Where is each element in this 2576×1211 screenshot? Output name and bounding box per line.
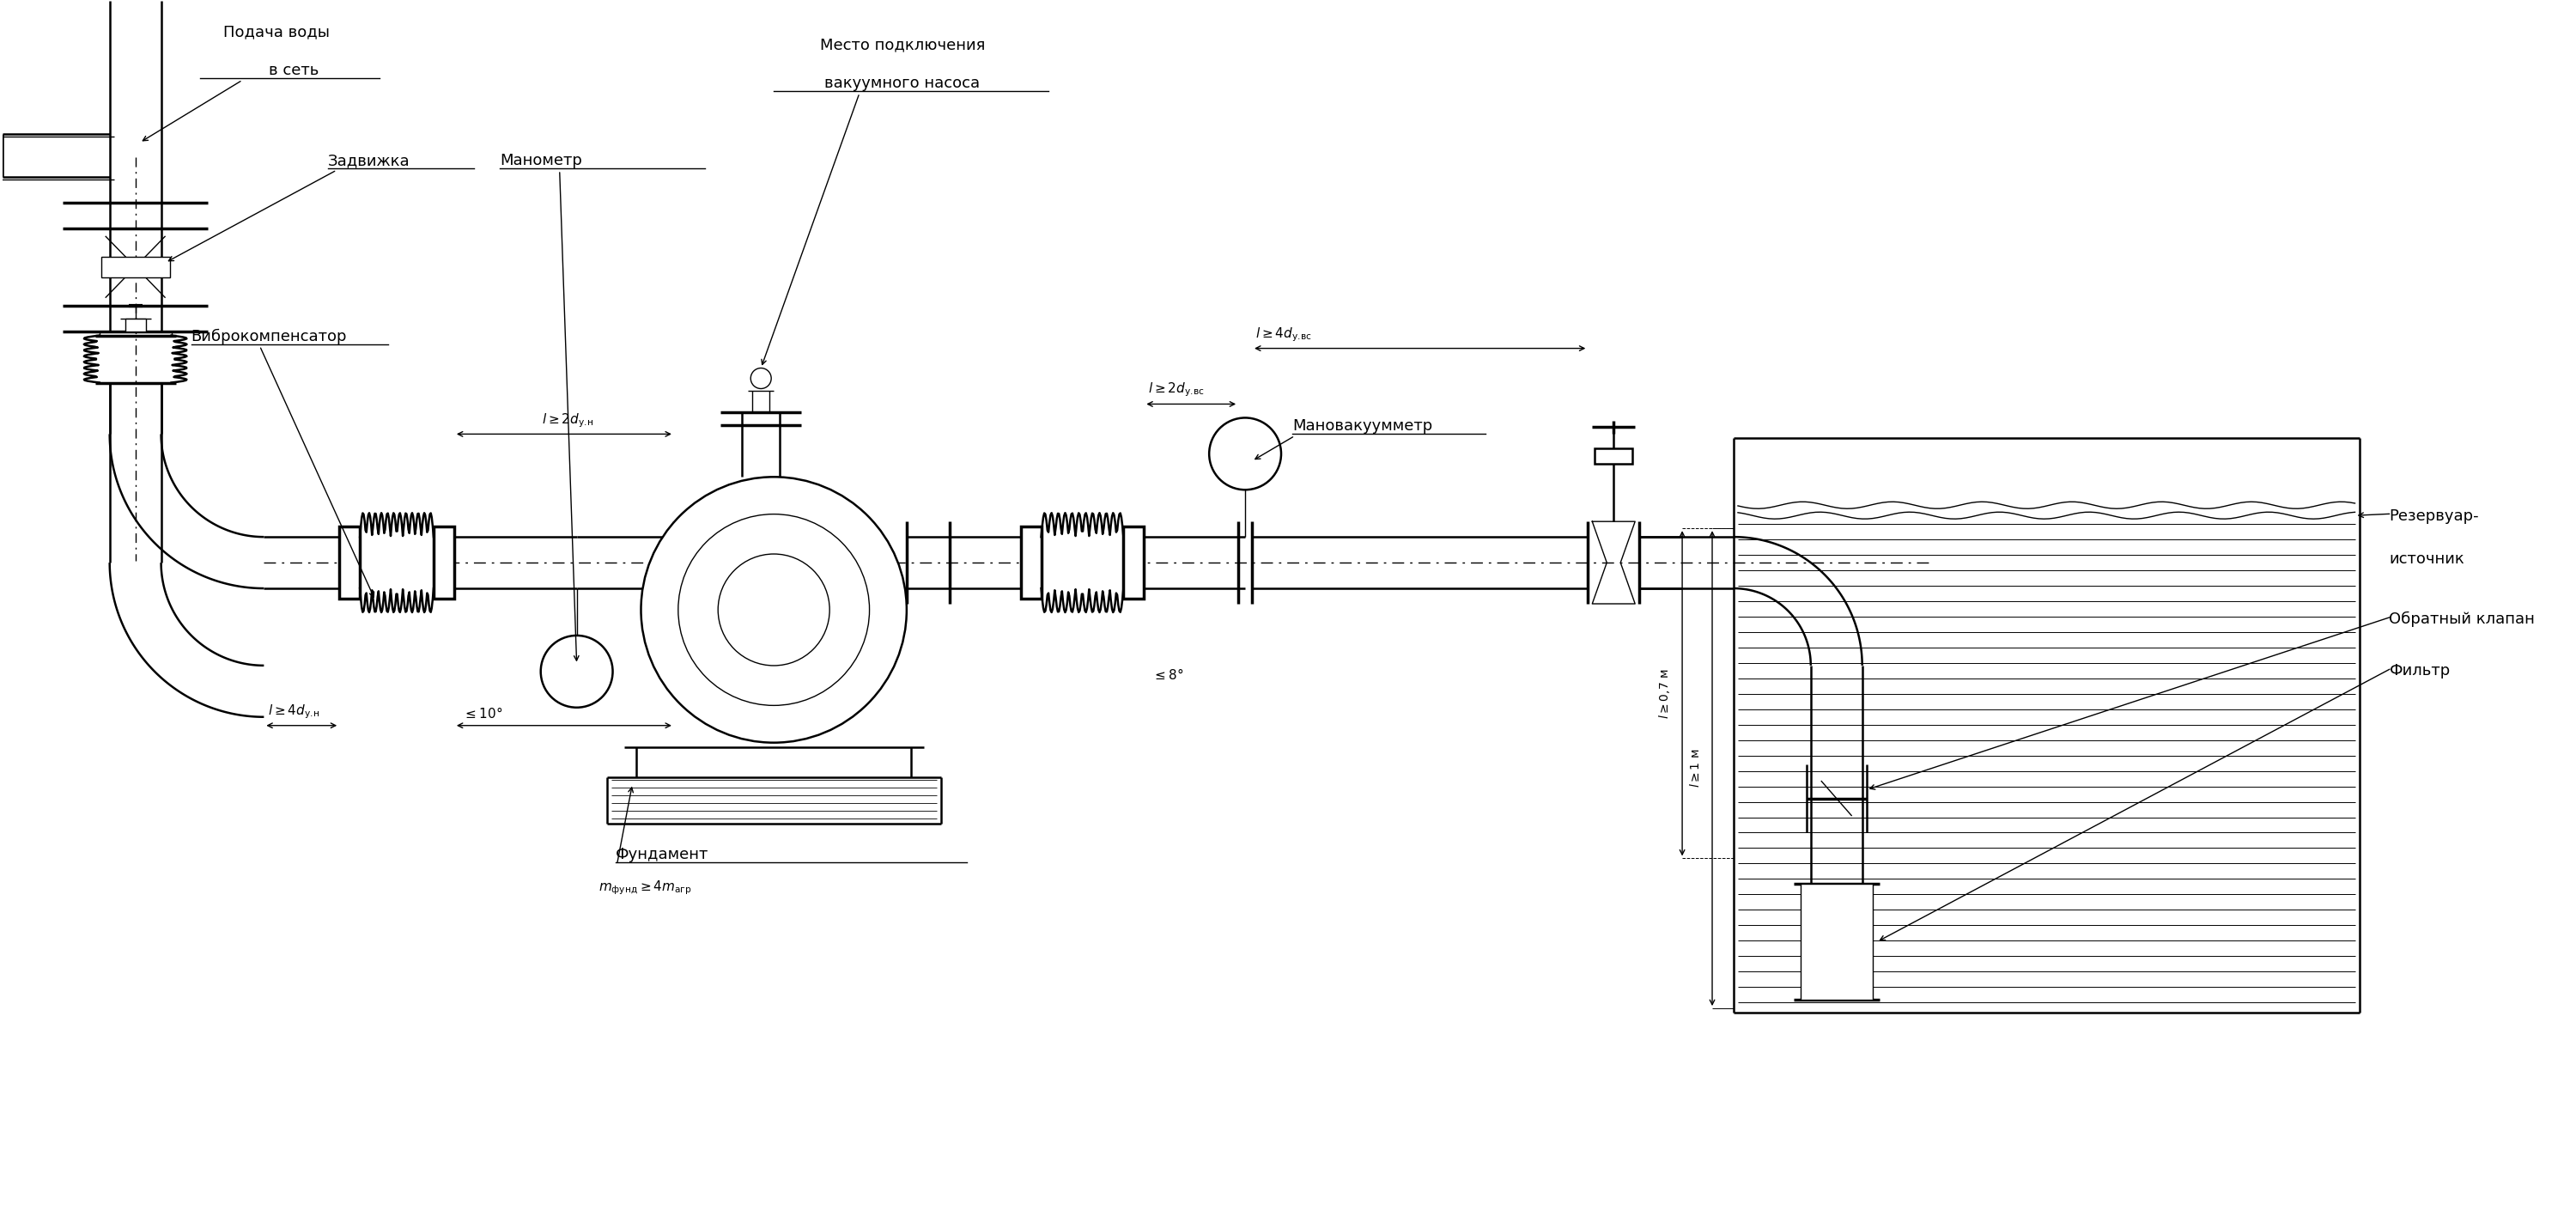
Text: Фильтр: Фильтр bbox=[2388, 662, 2450, 678]
Text: Место подключения: Место подключения bbox=[819, 38, 984, 52]
Circle shape bbox=[641, 477, 907, 742]
Text: $l\geq1$ м: $l\geq1$ м bbox=[1690, 748, 1703, 788]
Bar bbox=[126, 318, 147, 331]
Text: Обратный клапан: Обратный клапан bbox=[2388, 612, 2535, 627]
Bar bbox=[100, 257, 170, 277]
Bar bbox=[340, 527, 361, 598]
Text: Манометр: Манометр bbox=[500, 153, 582, 168]
Text: Подача воды: Подача воды bbox=[224, 24, 330, 40]
Text: $l\geq2d_{\text{у.вс}}$: $l\geq2d_{\text{у.вс}}$ bbox=[1149, 381, 1206, 398]
Text: $\leq10°$: $\leq10°$ bbox=[464, 706, 502, 721]
Text: $l\geq4d_{\text{у.н}}$: $l\geq4d_{\text{у.н}}$ bbox=[268, 702, 319, 721]
Text: $l\geq0{,}7$ м: $l\geq0{,}7$ м bbox=[1656, 668, 1672, 718]
Text: Фундамент: Фундамент bbox=[616, 848, 708, 862]
Text: $\leq8°$: $\leq8°$ bbox=[1151, 667, 1185, 682]
Text: в сеть: в сеть bbox=[268, 63, 319, 79]
Text: Резервуар-: Резервуар- bbox=[2388, 509, 2478, 524]
Circle shape bbox=[1208, 418, 1280, 489]
Bar bbox=[1123, 527, 1144, 598]
Text: $l\geq4d_{\text{у.вс}}$: $l\geq4d_{\text{у.вс}}$ bbox=[1255, 326, 1311, 343]
Circle shape bbox=[677, 515, 871, 706]
Bar bbox=[1801, 884, 1873, 1000]
Bar bbox=[433, 527, 453, 598]
Circle shape bbox=[541, 636, 613, 707]
Bar bbox=[1595, 448, 1633, 464]
Bar bbox=[1020, 527, 1041, 598]
Text: $m_{\text{фунд}}\geq4m_{\text{агр}}$: $m_{\text{фунд}}\geq4m_{\text{агр}}$ bbox=[598, 879, 690, 897]
Text: вакуумного насоса: вакуумного насоса bbox=[824, 76, 979, 91]
Text: Виброкомпенсатор: Виброкомпенсатор bbox=[191, 328, 348, 344]
Circle shape bbox=[750, 368, 770, 389]
Text: $l\geq2d_{\text{у.н}}$: $l\geq2d_{\text{у.н}}$ bbox=[541, 412, 592, 430]
Text: источник: источник bbox=[2388, 551, 2465, 567]
Text: Задвижка: Задвижка bbox=[327, 153, 410, 168]
Circle shape bbox=[719, 553, 829, 666]
Text: Мановакуумметр: Мановакуумметр bbox=[1293, 419, 1432, 434]
